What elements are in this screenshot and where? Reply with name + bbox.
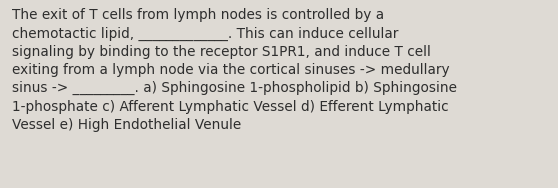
Text: The exit of T cells from lymph nodes is controlled by a
chemotactic lipid, _____: The exit of T cells from lymph nodes is … — [12, 8, 457, 132]
